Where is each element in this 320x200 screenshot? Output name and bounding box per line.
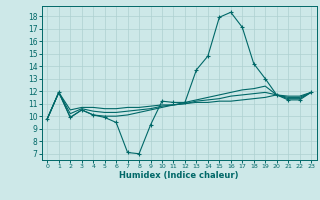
X-axis label: Humidex (Indice chaleur): Humidex (Indice chaleur)	[119, 171, 239, 180]
